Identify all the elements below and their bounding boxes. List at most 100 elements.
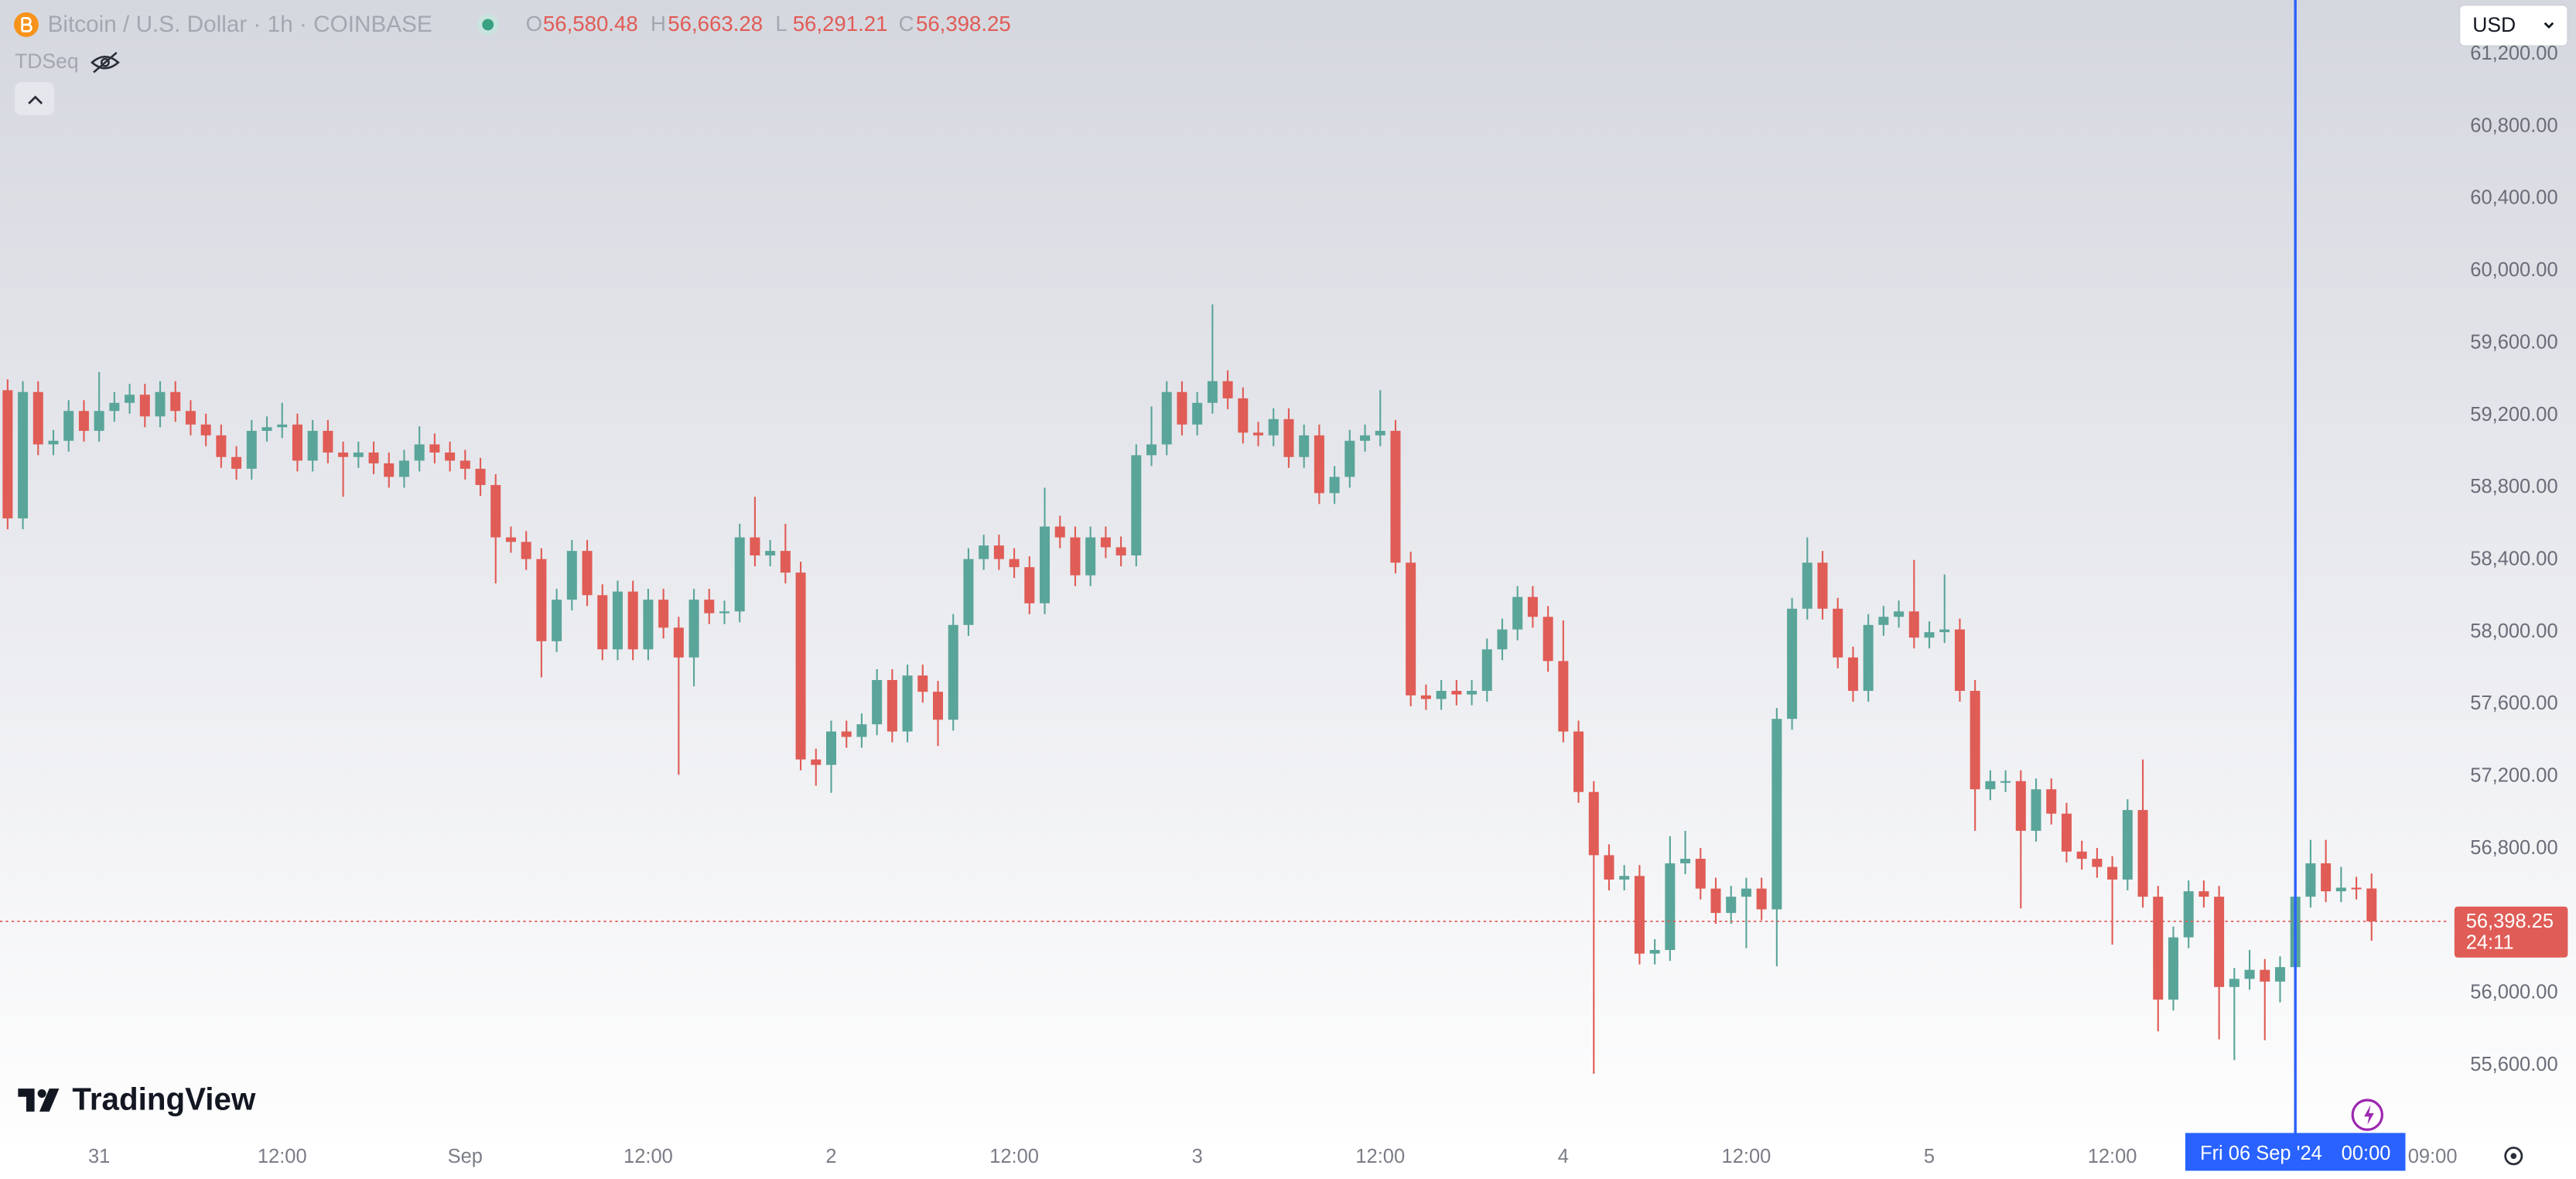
candle-body — [2214, 897, 2225, 987]
candle-body — [521, 542, 531, 559]
candle-body — [1070, 537, 1081, 576]
candle-body — [1970, 691, 1980, 790]
candle-body — [1756, 888, 1767, 910]
candle-body — [979, 545, 989, 559]
x-tick-label: 12:00 — [624, 1146, 673, 1167]
candle-body — [552, 600, 562, 641]
y-tick-label: 56,000.00 — [2470, 982, 2557, 1003]
candle-body — [1649, 949, 1660, 954]
candle-body — [1329, 477, 1340, 494]
y-tick-label: 58,800.00 — [2470, 476, 2557, 497]
x-tick-label: 12:00 — [2088, 1146, 2137, 1167]
plot-area — [0, 304, 2448, 1074]
candle-body — [2274, 967, 2285, 982]
candle-body — [307, 430, 318, 461]
candle-body — [1344, 440, 1355, 477]
candle-body — [200, 424, 211, 436]
candle-body — [2, 390, 13, 519]
currency-select[interactable] — [2458, 4, 2569, 47]
candle-body — [750, 537, 760, 555]
candle-body — [2153, 897, 2164, 1000]
candle-body — [338, 452, 349, 457]
candle-body — [704, 600, 715, 613]
candle-body — [1192, 402, 1203, 425]
candle-body — [353, 452, 364, 457]
candle-body — [1604, 855, 1614, 880]
y-tick-label: 58,400.00 — [2470, 548, 2557, 570]
candle-body — [1710, 888, 1721, 914]
candle-body — [505, 537, 516, 542]
candle-body — [1406, 562, 1416, 695]
symbol-icon-glyph — [21, 16, 32, 32]
y-tick-label: 61,200.00 — [2470, 43, 2557, 64]
candle-body — [765, 551, 776, 555]
candle-body — [185, 411, 196, 425]
hide-indicator-icon[interactable] — [90, 52, 120, 73]
candle-body — [1024, 567, 1035, 603]
candle-body — [1268, 419, 1279, 436]
crosshair-time-box — [2185, 1133, 2406, 1171]
ohlc-key: C — [899, 12, 914, 36]
x-tick-label: 31 — [88, 1146, 110, 1167]
candle-body — [1924, 632, 1935, 638]
ohlc-key: H — [651, 12, 666, 36]
candle-body — [2351, 887, 2362, 890]
candle-body — [2000, 781, 2011, 783]
candle-body — [2244, 969, 2255, 979]
candle-body — [688, 600, 699, 658]
candle-body — [277, 424, 288, 428]
candle-body — [2229, 979, 2239, 987]
candle-body — [398, 460, 409, 477]
ohlc-values: O 56,580.48 H 56,663.28 L 56,291.21 C 56,398.25 — [526, 12, 1011, 36]
candle-body — [2092, 859, 2103, 867]
countdown-label: 24:11 — [2466, 931, 2514, 953]
candle-body — [811, 759, 822, 765]
candle-body — [1253, 432, 1264, 436]
candle-body — [1771, 719, 1782, 910]
candle-body — [1787, 608, 1798, 719]
candle-body — [1817, 562, 1828, 609]
candle-body — [1558, 661, 1569, 732]
candle-body — [1894, 611, 1905, 617]
ohlc-value: 56,580.48 — [543, 12, 638, 36]
candle-body — [2198, 891, 2209, 897]
candle-body — [1954, 629, 1965, 692]
candle-body — [94, 411, 104, 431]
collapse-icon — [28, 95, 43, 104]
candle-body — [856, 724, 867, 737]
candle-body — [368, 452, 379, 463]
candle-body — [1420, 695, 1431, 699]
candle-body — [1375, 430, 1385, 436]
ohlc-value: 56,291.21 — [793, 12, 888, 36]
candle-body — [1847, 657, 1858, 692]
candle-body — [231, 456, 242, 469]
last-price-label: 56,398.25 — [2466, 911, 2554, 932]
currency-label: USD — [2472, 13, 2516, 36]
candle-body — [2137, 810, 2148, 897]
candle-body — [216, 435, 227, 457]
candle-body — [155, 391, 166, 417]
candle-body — [1161, 391, 1172, 445]
settings-button[interactable] — [2504, 1147, 2523, 1166]
candle-body — [2260, 969, 2270, 982]
currency-chevron — [2544, 22, 2554, 29]
candle-body — [109, 402, 120, 412]
candle-body — [1802, 562, 1812, 609]
candle-body — [1527, 596, 1538, 617]
candle-body — [429, 444, 440, 453]
candle-body — [536, 559, 547, 641]
candle-body — [1741, 888, 1751, 897]
candle-body — [170, 391, 181, 412]
candle-body — [841, 731, 852, 737]
candle-body — [78, 411, 89, 431]
candle-body — [1085, 537, 1096, 576]
x-tick-label: 12:00 — [989, 1146, 1039, 1167]
ohlc-value: 56,398.25 — [916, 12, 1011, 36]
candle-body — [323, 430, 333, 453]
candle-body — [2168, 937, 2178, 1000]
candle-body — [658, 600, 669, 628]
candle-body — [1573, 731, 1584, 792]
candle-body — [2366, 888, 2377, 922]
candle-body — [1054, 526, 1065, 538]
